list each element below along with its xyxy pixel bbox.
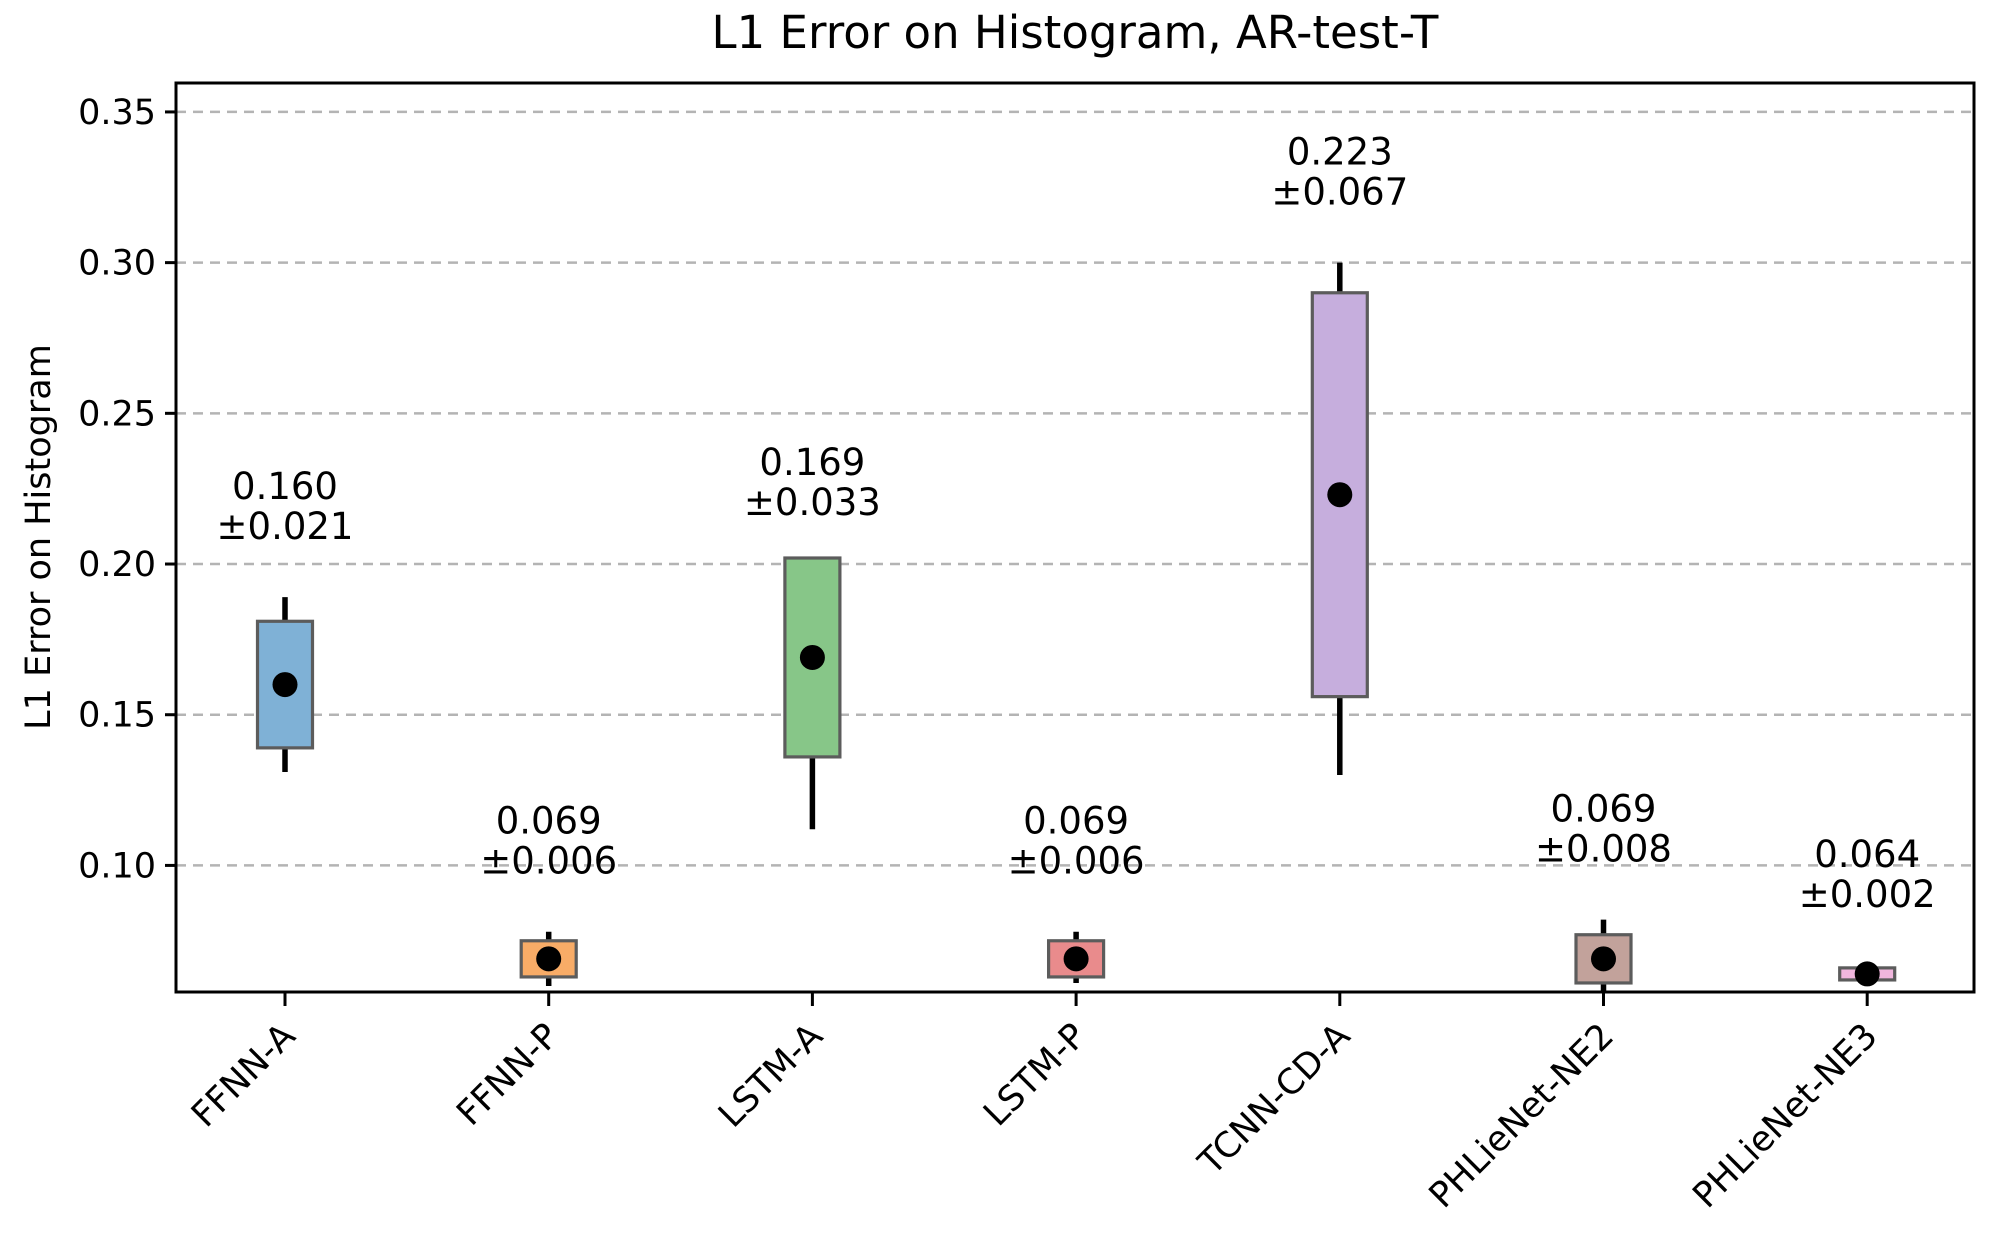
mean-dot-LSTM-P (1063, 946, 1089, 972)
mean-dot-TCNN-CD-A (1327, 482, 1353, 508)
mean-dot-FFNN-P (536, 946, 562, 972)
x-tick-label-FFNN-P: FFNN-P (449, 1016, 567, 1134)
y-tick-label: 0.30 (78, 244, 156, 284)
x-tick-label-TCNN-CD-A: TCNN-CD-A (1191, 1016, 1359, 1184)
x-tick-label-FFNN-A: FFNN-A (184, 1016, 303, 1135)
box-FFNN-A (255, 619, 315, 750)
y-tick-label: 0.25 (78, 394, 156, 434)
annotation-value-TCNN-CD-A: 0.223 (1287, 131, 1393, 174)
x-tick-label-PHLieNet-NE3: PHLieNet-NE3 (1686, 1016, 1886, 1216)
mean-dot-FFNN-A (272, 672, 298, 698)
annotation-std-PHLieNet-NE3: ±0.002 (1799, 873, 1936, 916)
chart-title: L1 Error on Histogram, AR-test-T (712, 6, 1439, 59)
mean-dot-PHLieNet-NE2 (1591, 946, 1616, 972)
plot-frame (174, 81, 1976, 994)
x-tick-label-PHLieNet-NE2: PHLieNet-NE2 (1422, 1016, 1622, 1216)
annotation-value-LSTM-A: 0.169 (759, 441, 865, 484)
annotation-value-PHLieNet-NE2: 0.069 (1551, 788, 1657, 831)
annotation-std-LSTM-A: ±0.033 (744, 481, 881, 524)
annotation-std-LSTM-P: ±0.006 (1008, 840, 1145, 883)
y-tick-label: 0.35 (78, 93, 156, 133)
y-axis-label: L1 Error on Histogram (19, 344, 59, 730)
mean-dot-LSTM-A (799, 644, 825, 670)
annotation-value-LSTM-P: 0.069 (1023, 800, 1129, 843)
x-tick-label-LSTM-A: LSTM-A (711, 1016, 831, 1136)
annotation-std-FFNN-P: ±0.006 (480, 840, 617, 883)
y-tick-label: 0.20 (78, 545, 156, 585)
mean-dot-PHLieNet-NE3 (1854, 961, 1880, 987)
y-tick-label: 0.15 (78, 696, 156, 736)
annotation-std-FFNN-A: ±0.021 (217, 505, 354, 548)
annotation-value-PHLieNet-NE3: 0.064 (1814, 833, 1920, 876)
annotation-value-FFNN-A: 0.160 (232, 465, 338, 508)
x-tick-label-LSTM-P: LSTM-P (976, 1016, 1094, 1134)
plot-area: 0.35 0.30 0.25 0.20 0.15 0.10 0.160±0.021 FFNN-… (78, 81, 1976, 1216)
annotation-value-FFNN-P: 0.069 (496, 800, 602, 843)
annotation-std-PHLieNet-NE2: ±0.008 (1535, 828, 1672, 871)
y-tick-label: 0.10 (78, 846, 156, 886)
annotation-std-TCNN-CD-A: ±0.067 (1271, 171, 1408, 214)
